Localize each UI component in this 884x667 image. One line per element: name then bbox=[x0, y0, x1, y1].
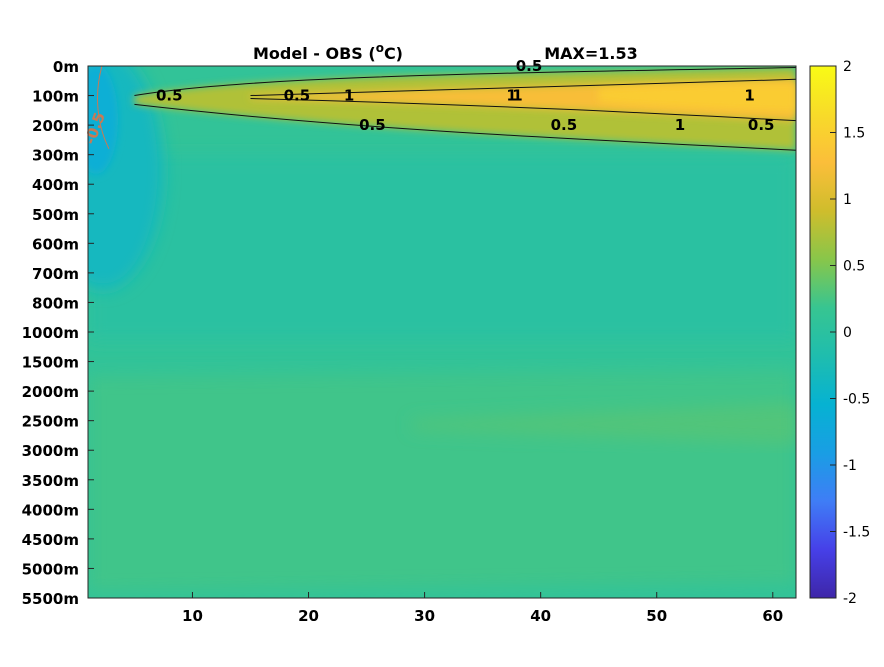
y-tick-label: 4000m bbox=[22, 501, 79, 519]
contour-label: 1 bbox=[675, 116, 685, 134]
x-tick-label: 20 bbox=[298, 607, 319, 625]
contour-lines bbox=[97, 66, 796, 151]
heat-warm-peak bbox=[598, 83, 796, 112]
y-tick-label: 500m bbox=[32, 206, 79, 224]
heatmap-field bbox=[88, 66, 796, 598]
colorbar-tick-label: -2 bbox=[843, 591, 857, 607]
colorbar-tick-label: 1.5 bbox=[843, 126, 865, 142]
contour-label: 0.5 bbox=[748, 116, 775, 134]
y-tick-label: 300m bbox=[32, 147, 79, 165]
heat-deep-tongue bbox=[412, 402, 796, 445]
contour-label: 0.5 bbox=[284, 87, 311, 105]
heat-deep-band bbox=[88, 370, 796, 593]
y-tick-label: 700m bbox=[32, 265, 79, 283]
colorbar-tick-label: 2 bbox=[843, 59, 852, 75]
colorbar-tick-label: -0.5 bbox=[843, 392, 870, 408]
contour-label: 0.5 bbox=[551, 116, 578, 134]
contour-0.5-upper bbox=[134, 66, 796, 97]
contour-neg-0.5 bbox=[97, 66, 110, 149]
x-axis-ticks: 10 20 30 40 50 60 bbox=[182, 592, 783, 625]
contour-label: 1 bbox=[512, 87, 522, 105]
y-tick-label: 800m bbox=[32, 294, 79, 312]
heat-band-mid bbox=[88, 154, 796, 341]
colorbar-tick-label: 0.5 bbox=[843, 259, 865, 275]
y-tick-label: 200m bbox=[32, 117, 79, 135]
colorbar-tick-label: 0 bbox=[843, 325, 852, 341]
contour-label: 1 bbox=[506, 87, 516, 105]
colorbar-ticks: 2 1.5 1 0.5 0 -0.5 -1 -1.5 -2 bbox=[830, 59, 870, 607]
contour-0.5-lower bbox=[134, 103, 796, 151]
y-tick-label: 100m bbox=[32, 88, 79, 106]
y-tick-label: 600m bbox=[32, 235, 79, 253]
y-tick-label: 4500m bbox=[22, 531, 79, 549]
y-axis-ticks: 0m 100m 200m 300m 400m 500m 600m 700m 800m 1000m 1… bbox=[22, 58, 94, 608]
colorbar-tick-label: 1 bbox=[843, 192, 852, 208]
y-tick-label: 0m bbox=[53, 58, 79, 76]
contour-1-lower bbox=[250, 98, 796, 122]
heat-cool-core bbox=[88, 66, 118, 175]
y-tick-label: 2000m bbox=[22, 383, 79, 401]
y-tick-label: 2500m bbox=[22, 413, 79, 431]
x-tick-label: 30 bbox=[414, 607, 435, 625]
y-tick-label: 5000m bbox=[22, 560, 79, 578]
y-tick-label: 5500m bbox=[22, 590, 79, 608]
y-tick-label: 1000m bbox=[22, 324, 79, 342]
x-tick-label: 60 bbox=[762, 607, 783, 625]
contour-label: 0.5 bbox=[156, 87, 183, 105]
x-tick-label: 50 bbox=[646, 607, 667, 625]
colorbar-tick-label: -1.5 bbox=[843, 525, 870, 541]
contour-label: 1 bbox=[744, 87, 754, 105]
y-tick-label: 3500m bbox=[22, 472, 79, 490]
colorbar-tick-label: -1 bbox=[843, 458, 857, 474]
chart-title: Model - OBS (oC) bbox=[253, 41, 403, 63]
x-tick-label: 40 bbox=[530, 607, 551, 625]
y-tick-label: 3000m bbox=[22, 442, 79, 460]
max-label: MAX=1.53 bbox=[544, 44, 638, 63]
contour-label: 1 bbox=[344, 87, 354, 105]
contour-label: 0.5 bbox=[359, 116, 386, 134]
y-tick-label: 400m bbox=[32, 176, 79, 194]
y-tick-label: 1500m bbox=[22, 354, 79, 372]
x-tick-label: 10 bbox=[182, 607, 203, 625]
